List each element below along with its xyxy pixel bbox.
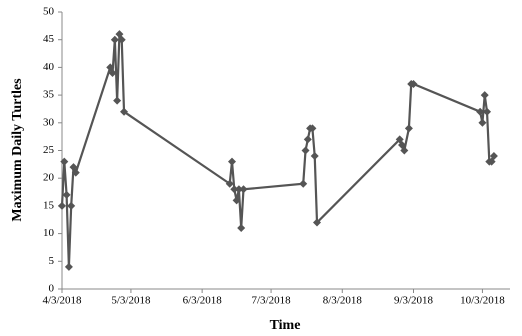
point bbox=[108, 68, 117, 77]
point bbox=[117, 35, 126, 44]
point bbox=[478, 118, 487, 127]
y-tick-label: 40 bbox=[43, 61, 55, 73]
point bbox=[308, 124, 317, 133]
y-tick-label: 50 bbox=[43, 6, 55, 18]
point bbox=[237, 224, 246, 233]
y-tick-label: 45 bbox=[43, 33, 55, 45]
point bbox=[409, 80, 418, 89]
y-tick-label: 35 bbox=[43, 89, 55, 101]
point bbox=[71, 168, 80, 177]
point bbox=[483, 107, 492, 116]
point bbox=[58, 201, 66, 210]
point bbox=[303, 135, 312, 144]
point bbox=[404, 124, 413, 133]
y-axis-title: Maximum Daily Turtles bbox=[10, 78, 25, 222]
point bbox=[228, 157, 237, 166]
x-tick-label: 8/3/2018 bbox=[323, 295, 363, 307]
point bbox=[67, 201, 76, 210]
y-tick-label: 0 bbox=[49, 283, 55, 295]
point bbox=[239, 185, 248, 194]
x-tick-label: 9/3/2018 bbox=[394, 295, 434, 307]
point bbox=[225, 179, 234, 188]
y-tick-label: 25 bbox=[43, 144, 55, 156]
point bbox=[62, 190, 71, 199]
x-tick-label: 6/3/2018 bbox=[183, 295, 223, 307]
y-tick-label: 10 bbox=[43, 227, 55, 239]
y-tick-label: 30 bbox=[43, 116, 55, 128]
series-line bbox=[60, 33, 495, 267]
point bbox=[120, 107, 129, 116]
point bbox=[301, 146, 310, 155]
y-tick-label: 15 bbox=[43, 199, 55, 211]
x-tick-label: 10/3/2018 bbox=[460, 295, 505, 307]
x-axis-title: Time bbox=[270, 318, 301, 333]
y-tick-label: 20 bbox=[43, 172, 55, 184]
x-tick-label: 4/3/2018 bbox=[42, 295, 82, 307]
point bbox=[400, 146, 409, 155]
point bbox=[476, 107, 485, 116]
point bbox=[310, 152, 319, 161]
point bbox=[110, 35, 119, 44]
point bbox=[64, 262, 73, 271]
point bbox=[230, 185, 239, 194]
point bbox=[232, 196, 241, 205]
point bbox=[113, 96, 122, 105]
point bbox=[60, 157, 69, 166]
x-tick-label: 5/3/2018 bbox=[111, 295, 151, 307]
x-tick-label: 7/3/2018 bbox=[252, 295, 292, 307]
point bbox=[489, 152, 498, 161]
point bbox=[299, 179, 308, 188]
y-tick-label: 5 bbox=[49, 255, 55, 267]
point bbox=[480, 91, 489, 100]
point bbox=[313, 218, 322, 227]
point bbox=[234, 185, 243, 194]
